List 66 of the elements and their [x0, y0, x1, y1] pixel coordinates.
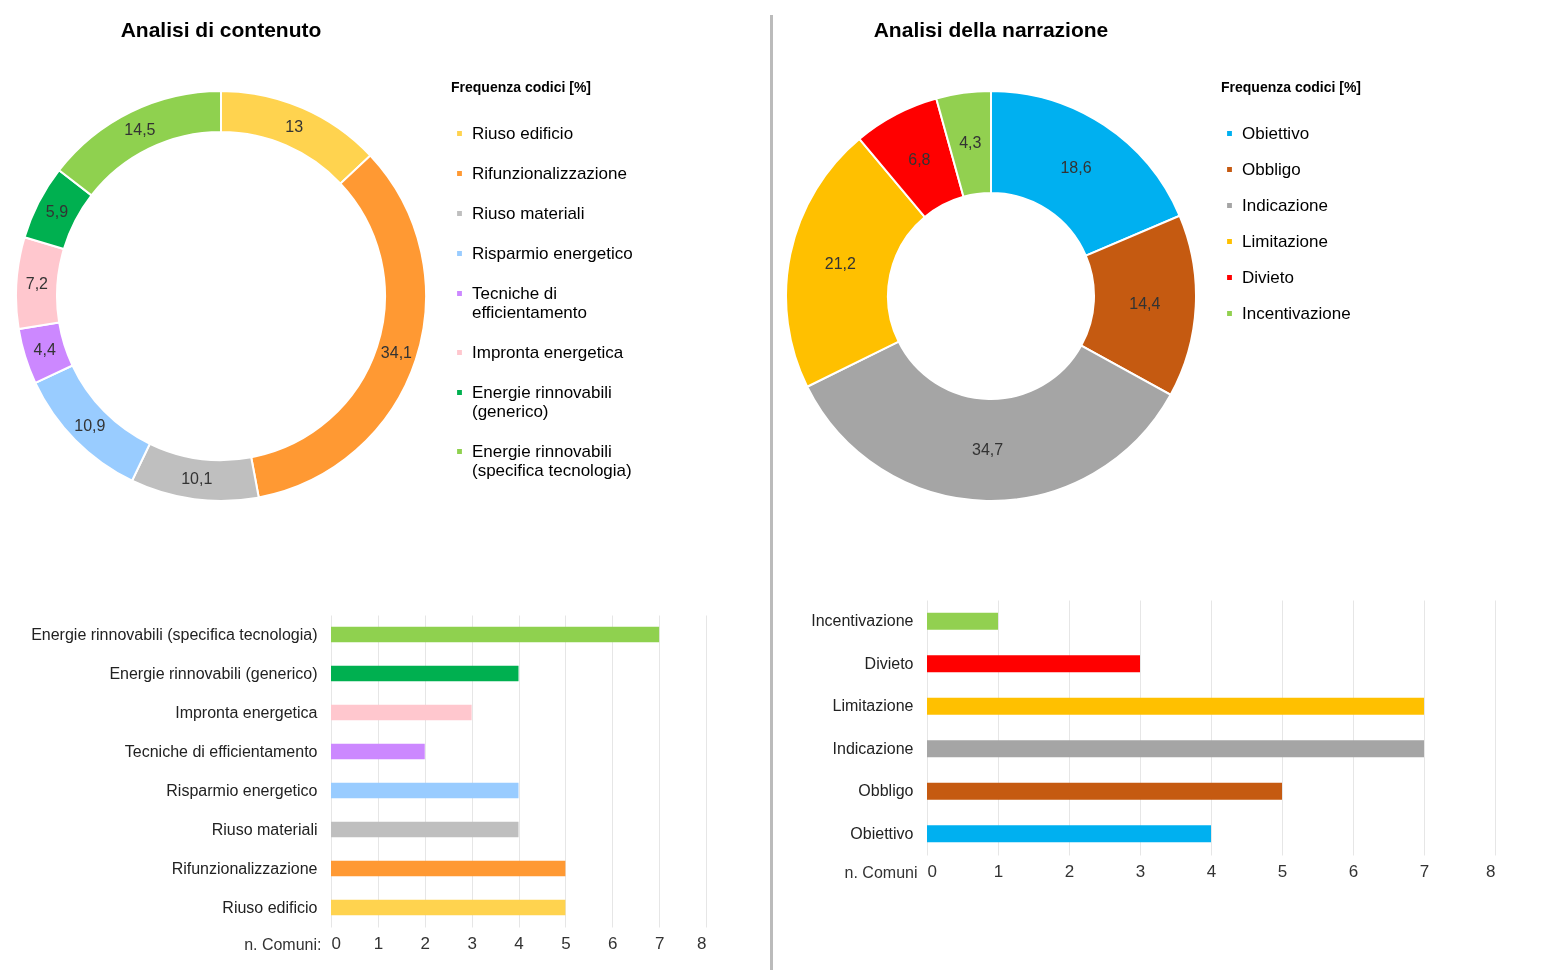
y-tick-label: Tecniche di efficientamento	[124, 742, 318, 760]
legend-label: Obiettivo	[1242, 123, 1310, 143]
data-label: 4,4	[33, 341, 56, 359]
legend-label: Riuso materiali	[472, 203, 585, 223]
y-tick-label: Riuso materiali	[211, 820, 318, 838]
legend-label: Risparmio energetico	[472, 243, 633, 263]
data-label: 18,6	[1060, 158, 1092, 176]
legend-label: Incentivazione	[1242, 303, 1351, 323]
x-axis-title: n. Comuni	[844, 863, 918, 881]
x-tick-label: 3	[467, 933, 477, 953]
data-label: 14,5	[124, 121, 156, 139]
y-tick-label: Obiettivo	[850, 824, 914, 842]
legend-label: Limitazione	[1242, 231, 1328, 251]
x-tick-label: 5	[561, 933, 571, 953]
legend-label: Energie rinnovabili (generico)	[472, 382, 612, 421]
x-tick-label: 7	[1419, 861, 1430, 881]
data-label: 4,3	[959, 134, 982, 152]
legend-label: Obbligo	[1242, 159, 1301, 179]
y-tick-label: Energie rinnovabili (generico)	[109, 664, 318, 682]
x-tick-label: 5	[1277, 861, 1288, 881]
chart-title: Analisi della narrazione	[873, 18, 1109, 41]
legend-title: Frequenza codici [%]	[451, 79, 592, 95]
x-tick-label: 8	[697, 933, 707, 953]
x-tick-label: 0	[331, 933, 341, 953]
legend-label: Tecniche di efficientamento	[472, 283, 587, 322]
x-tick-label: 6	[608, 933, 618, 953]
data-label: 34,7	[972, 440, 1004, 458]
x-tick-label: 0	[927, 861, 937, 881]
legend-label: Rifunzionalizzazione	[472, 163, 627, 183]
data-label: 7,2	[25, 275, 49, 293]
y-tick-label: Limitazione	[832, 697, 914, 715]
x-tick-label: 8	[1486, 861, 1496, 881]
x-tick-label: 6	[1348, 861, 1359, 881]
data-label: 14,4	[1129, 294, 1161, 312]
data-label: 6,8	[908, 150, 931, 168]
y-tick-label: Energie rinnovabili (specifica tecnologia)	[31, 625, 318, 643]
y-tick-label: Riuso edificio	[222, 898, 318, 916]
y-tick-label: Impronta energetica	[175, 703, 318, 721]
chart-title: Analisi di contenuto	[120, 18, 322, 41]
x-tick-label: 4	[514, 933, 524, 953]
x-tick-label: 2	[420, 933, 430, 953]
x-tick-label: 4	[1206, 861, 1217, 881]
y-tick-label: Obbligo	[858, 782, 914, 800]
y-tick-label: Incentivazione	[811, 612, 914, 630]
legend-label: Indicazione	[1242, 195, 1329, 215]
x-axis-title: n. Comuni:	[244, 935, 322, 953]
data-label: 21,2	[824, 255, 856, 273]
legend-title: Frequenza codici [%]	[1221, 79, 1362, 95]
y-tick-label: Rifunzionalizzazione	[171, 859, 318, 877]
legend-label: Energie rinnovabili (specifica tecnologia)	[472, 441, 632, 480]
data-label: 10,9	[74, 416, 106, 434]
y-tick-label: Divieto	[864, 654, 914, 672]
y-tick-label: Indicazione	[832, 739, 914, 757]
data-label: 5,9	[45, 202, 69, 220]
data-label: 13	[285, 117, 304, 135]
x-tick-label: 1	[373, 933, 384, 953]
data-label: 10,1	[181, 469, 213, 487]
data-label: 34,1	[380, 344, 413, 362]
legend-label: Impronta energetica	[472, 342, 624, 362]
legend-label: Riuso edificio	[472, 123, 574, 143]
legend-label: Divieto	[1242, 267, 1294, 287]
x-tick-label: 7	[654, 933, 665, 953]
y-tick-label: Risparmio energetico	[166, 781, 318, 799]
x-tick-label: 1	[993, 861, 1004, 881]
x-tick-label: 3	[1135, 861, 1146, 881]
x-tick-label: 2	[1064, 861, 1075, 881]
